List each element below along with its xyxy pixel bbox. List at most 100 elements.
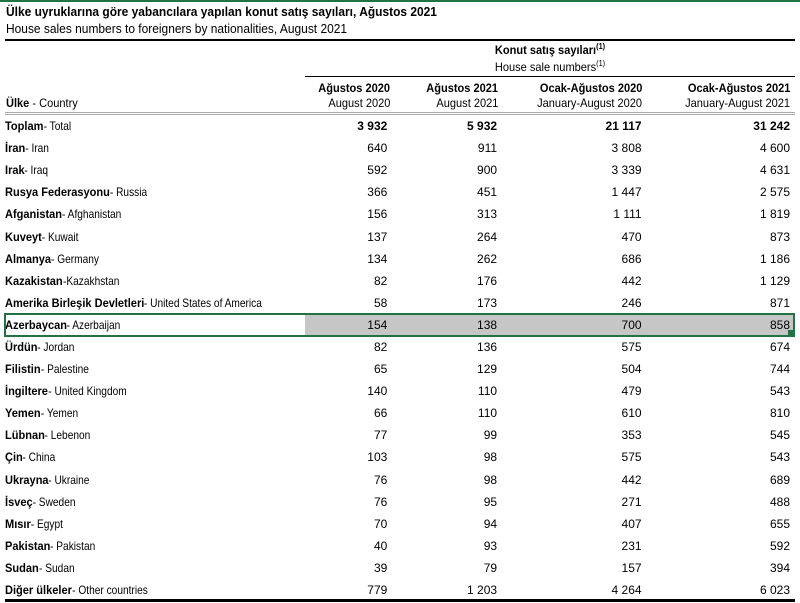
value-cell[interactable]: 4 631 <box>759 163 790 178</box>
value-cell[interactable]: 1 129 <box>759 273 790 288</box>
value-cell[interactable]: 156 <box>367 207 388 222</box>
value-cell[interactable]: 65 <box>373 362 388 377</box>
value-cell[interactable]: 40 <box>373 538 388 553</box>
value-cell[interactable]: 366 <box>367 185 388 200</box>
country-cell[interactable]: İngiltere - United Kingdom <box>5 380 305 402</box>
value-cell[interactable]: 76 <box>373 494 388 509</box>
value-cell[interactable]: 504 <box>621 362 642 377</box>
value-cell[interactable]: 442 <box>621 273 642 288</box>
value-cell[interactable]: 103 <box>367 450 388 465</box>
value-cell[interactable]: 4 264 <box>611 583 642 598</box>
value-cell[interactable]: 176 <box>477 273 498 288</box>
country-cell[interactable]: Ukrayna - Ukraine <box>5 469 305 491</box>
country-cell[interactable]: Afganistan - Afghanistan <box>5 203 305 225</box>
value-cell[interactable]: 39 <box>373 560 388 575</box>
value-cell[interactable]: 70 <box>373 516 388 531</box>
value-cell[interactable]: 76 <box>373 472 388 487</box>
country-cell[interactable]: Toplam - Total <box>5 115 305 137</box>
country-cell[interactable]: Kuveyt - Kuwait <box>5 225 305 247</box>
value-cell[interactable]: 94 <box>483 516 498 531</box>
value-cell[interactable]: 154 <box>304 313 393 336</box>
value-cell[interactable]: 873 <box>769 229 790 244</box>
value-cell[interactable]: 394 <box>769 560 790 575</box>
value-cell[interactable]: 110 <box>477 406 498 421</box>
country-cell[interactable]: Ürdün - Jordan <box>5 336 305 358</box>
value-cell[interactable]: 1 203 <box>467 583 498 598</box>
value-cell[interactable]: 470 <box>621 229 642 244</box>
value-cell[interactable]: 66 <box>373 406 388 421</box>
value-cell[interactable]: 2 575 <box>759 185 790 200</box>
value-cell[interactable]: 4 600 <box>759 141 790 156</box>
value-cell[interactable]: 858 <box>646 313 795 336</box>
value-cell[interactable]: 157 <box>621 560 642 575</box>
country-cell[interactable]: Kazakistan -Kazakhstan <box>5 270 305 292</box>
value-cell[interactable]: 810 <box>769 406 790 421</box>
value-cell[interactable]: 313 <box>477 207 498 222</box>
value-cell[interactable]: 95 <box>483 494 498 509</box>
value-cell[interactable]: 442 <box>621 472 642 487</box>
country-cell[interactable]: Pakistan - Pakistan <box>5 535 305 557</box>
value-cell[interactable]: 479 <box>621 384 642 399</box>
value-cell[interactable]: 98 <box>483 450 498 465</box>
value-cell[interactable]: 58 <box>373 295 388 310</box>
value-cell[interactable]: 451 <box>477 185 498 200</box>
value-cell[interactable]: 575 <box>621 339 642 354</box>
value-cell[interactable]: 543 <box>769 450 790 465</box>
value-cell[interactable]: 21 117 <box>605 119 642 134</box>
value-cell[interactable]: 640 <box>367 141 388 156</box>
value-cell[interactable]: 246 <box>621 295 642 310</box>
selected-cell-range[interactable] <box>4 313 795 337</box>
country-cell[interactable]: İran - Iran <box>5 137 305 159</box>
value-cell[interactable]: 31 242 <box>753 119 790 134</box>
value-cell[interactable]: 543 <box>769 384 790 399</box>
value-cell[interactable]: 6 023 <box>759 583 790 598</box>
value-cell[interactable]: 82 <box>373 339 388 354</box>
value-cell[interactable]: 138 <box>392 313 503 336</box>
value-cell[interactable]: 610 <box>621 406 642 421</box>
country-cell[interactable]: Amerika Birleşik Devletleri - United Sta… <box>5 292 305 314</box>
country-cell[interactable]: Çin - China <box>5 446 305 468</box>
value-cell[interactable]: 1 111 <box>613 207 642 222</box>
value-cell[interactable]: 231 <box>621 538 642 553</box>
country-cell[interactable]: İsveç - Sweden <box>5 491 305 513</box>
value-cell[interactable]: 700 <box>502 313 647 336</box>
value-cell[interactable]: 99 <box>483 428 498 443</box>
value-cell[interactable]: 911 <box>477 141 498 156</box>
country-cell[interactable]: Filistin - Palestine <box>5 358 305 380</box>
country-cell[interactable]: Yemen - Yemen <box>5 402 305 424</box>
value-cell[interactable]: 77 <box>373 428 388 443</box>
value-cell[interactable]: 3 339 <box>611 163 642 178</box>
value-cell[interactable]: 900 <box>477 163 498 178</box>
value-cell[interactable]: 592 <box>367 163 388 178</box>
value-cell[interactable]: 779 <box>367 583 388 598</box>
value-cell[interactable]: 575 <box>621 450 642 465</box>
value-cell[interactable]: 655 <box>769 516 790 531</box>
value-cell[interactable]: 140 <box>367 384 388 399</box>
value-cell[interactable]: 129 <box>477 362 498 377</box>
value-cell[interactable]: 1 186 <box>759 251 790 266</box>
value-cell[interactable]: 1 447 <box>611 185 642 200</box>
value-cell[interactable]: 98 <box>483 472 498 487</box>
value-cell[interactable]: 674 <box>769 339 790 354</box>
fill-handle[interactable] <box>788 330 793 335</box>
value-cell[interactable]: 137 <box>367 229 388 244</box>
value-cell[interactable]: 871 <box>769 295 790 310</box>
value-cell[interactable]: 3 932 <box>357 119 388 134</box>
value-cell[interactable]: 545 <box>769 428 790 443</box>
country-cell[interactable]: Mısır - Egypt <box>5 513 305 535</box>
value-cell[interactable]: 1 819 <box>759 207 790 222</box>
value-cell[interactable]: 271 <box>621 494 642 509</box>
country-cell[interactable]: Azerbaycan - Azerbaijan <box>5 314 305 336</box>
value-cell[interactable]: 592 <box>769 538 790 553</box>
value-cell[interactable]: 262 <box>477 251 498 266</box>
value-cell[interactable]: 686 <box>621 251 642 266</box>
value-cell[interactable]: 689 <box>769 472 790 487</box>
value-cell[interactable]: 353 <box>621 428 642 443</box>
value-cell[interactable]: 407 <box>621 516 642 531</box>
value-cell[interactable]: 3 808 <box>611 141 642 156</box>
country-cell[interactable]: Sudan - Sudan <box>5 557 305 579</box>
country-cell[interactable]: Rusya Federasyonu - Russia <box>5 181 305 203</box>
value-cell[interactable]: 136 <box>477 339 498 354</box>
value-cell[interactable]: 79 <box>483 560 498 575</box>
value-cell[interactable]: 173 <box>477 295 498 310</box>
